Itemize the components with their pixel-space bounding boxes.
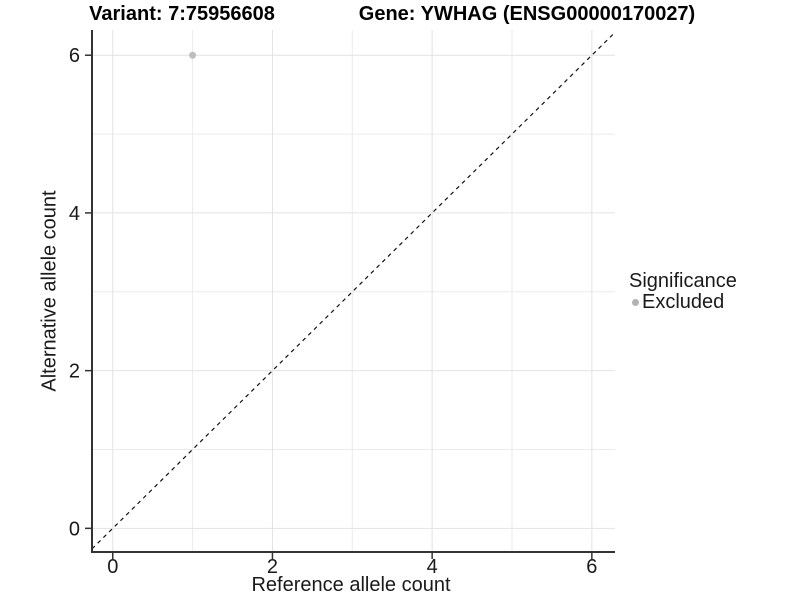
plot-title-gene: Gene: YWHAG (ENSG00000170027) <box>358 3 696 25</box>
legend-item-label: Excluded <box>642 291 725 313</box>
x-tick-label: 0 <box>107 556 118 578</box>
x-tick-label: 4 <box>427 556 438 578</box>
identity-reference-line <box>91 31 616 550</box>
legend-key <box>629 297 641 309</box>
excluded-point-swatch <box>631 299 639 306</box>
legend: Significance Excluded <box>629 271 737 313</box>
x-tick-label: 2 <box>267 556 278 578</box>
y-tick-label: 4 <box>69 203 80 225</box>
x-axis-title: Reference allele count <box>251 574 451 596</box>
data-point-excluded <box>189 51 197 59</box>
plot-title-variant: Variant: 7:75956608 <box>89 3 275 25</box>
y-axis-title: Alternative allele count <box>38 190 61 392</box>
y-tick-label: 2 <box>69 361 80 383</box>
legend-item-excluded: Excluded <box>629 292 737 313</box>
legend-title: Significance <box>629 270 737 292</box>
y-tick-label: 6 <box>69 45 80 67</box>
x-tick-label: 6 <box>586 556 597 578</box>
y-tick-label: 0 <box>69 518 80 540</box>
